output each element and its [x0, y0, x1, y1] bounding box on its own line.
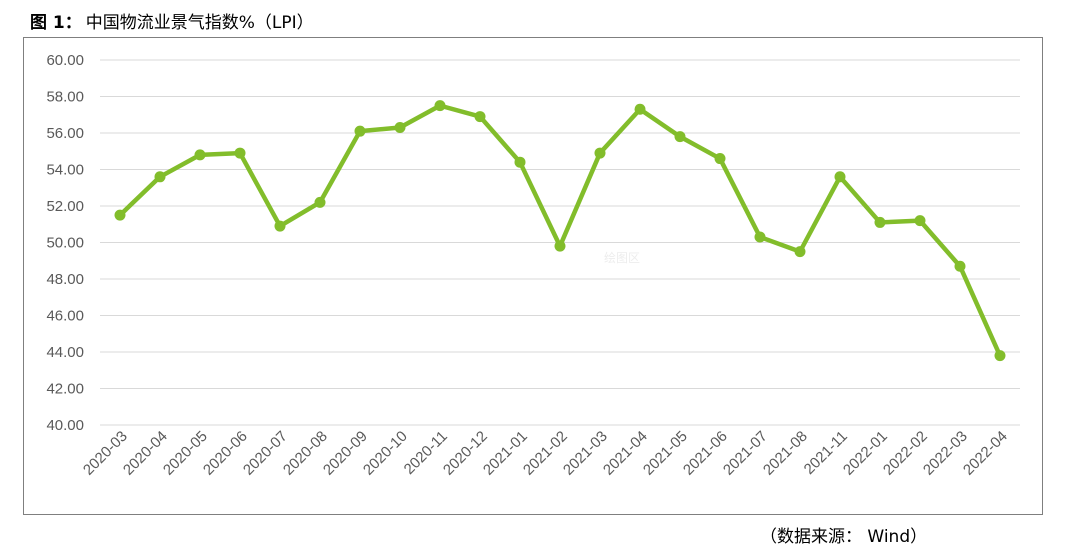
- data-source: （数据来源： Wind）: [760, 527, 928, 547]
- data-point: [594, 147, 606, 159]
- data-point: [794, 246, 806, 258]
- y-tick-label: 50.00: [46, 235, 84, 252]
- data-point: [954, 260, 966, 272]
- data-point: [874, 216, 886, 228]
- data-point: [474, 111, 486, 123]
- data-point: [434, 100, 446, 112]
- y-tick-label: 44.00: [46, 344, 84, 361]
- data-point: [234, 147, 246, 159]
- data-point: [754, 231, 766, 243]
- y-tick-label: 54.00: [46, 162, 84, 179]
- x-tick-label: 2021-08: [760, 428, 811, 479]
- data-point: [554, 240, 566, 252]
- chart-frame: [23, 37, 1043, 515]
- y-tick-label: 46.00: [46, 308, 84, 325]
- data-point: [834, 171, 846, 183]
- line-chart: 40.00 42.00 44.00 46.00 48.00 50.00 52.00 54.00…: [46, 52, 1020, 479]
- plot-area-watermark: 绘图区: [604, 250, 640, 265]
- y-tick-label: 42.00: [46, 381, 84, 398]
- y-axis-ticks: 40.00 42.00 44.00 46.00 48.00 50.00 52.00 54.00…: [46, 52, 84, 434]
- data-point: [714, 153, 726, 165]
- data-point: [354, 125, 366, 137]
- figure-title: 图 1： 中国物流业景气指数%（LPI）: [30, 8, 314, 33]
- y-tick-label: 52.00: [46, 198, 84, 215]
- data-point: [994, 350, 1006, 362]
- y-tick-label: 60.00: [46, 52, 84, 69]
- y-tick-label: 40.00: [46, 417, 84, 434]
- data-point: [914, 215, 926, 227]
- x-tick-label: 2022-04: [960, 428, 1011, 479]
- x-tick-label: 2020-10: [360, 428, 411, 479]
- data-point: [194, 149, 206, 161]
- y-tick-label: 56.00: [46, 125, 84, 142]
- figure-number: 图 1：: [30, 13, 82, 33]
- data-point: [114, 209, 126, 221]
- data-point: [514, 156, 526, 168]
- data-point: [634, 103, 646, 115]
- data-point: [154, 171, 166, 183]
- series-lpi: [114, 100, 1006, 362]
- data-point: [394, 122, 406, 134]
- data-point: [674, 131, 686, 143]
- figure-title-text: 中国物流业景气指数%（LPI）: [85, 13, 314, 33]
- y-tick-label: 48.00: [46, 271, 84, 288]
- series-line: [118, 103, 1003, 357]
- data-point: [274, 220, 286, 232]
- x-axis-ticks: 2020-032020-042020-052020-062020-072020-…: [80, 428, 1011, 479]
- data-point: [314, 196, 326, 208]
- y-tick-label: 58.00: [46, 89, 84, 106]
